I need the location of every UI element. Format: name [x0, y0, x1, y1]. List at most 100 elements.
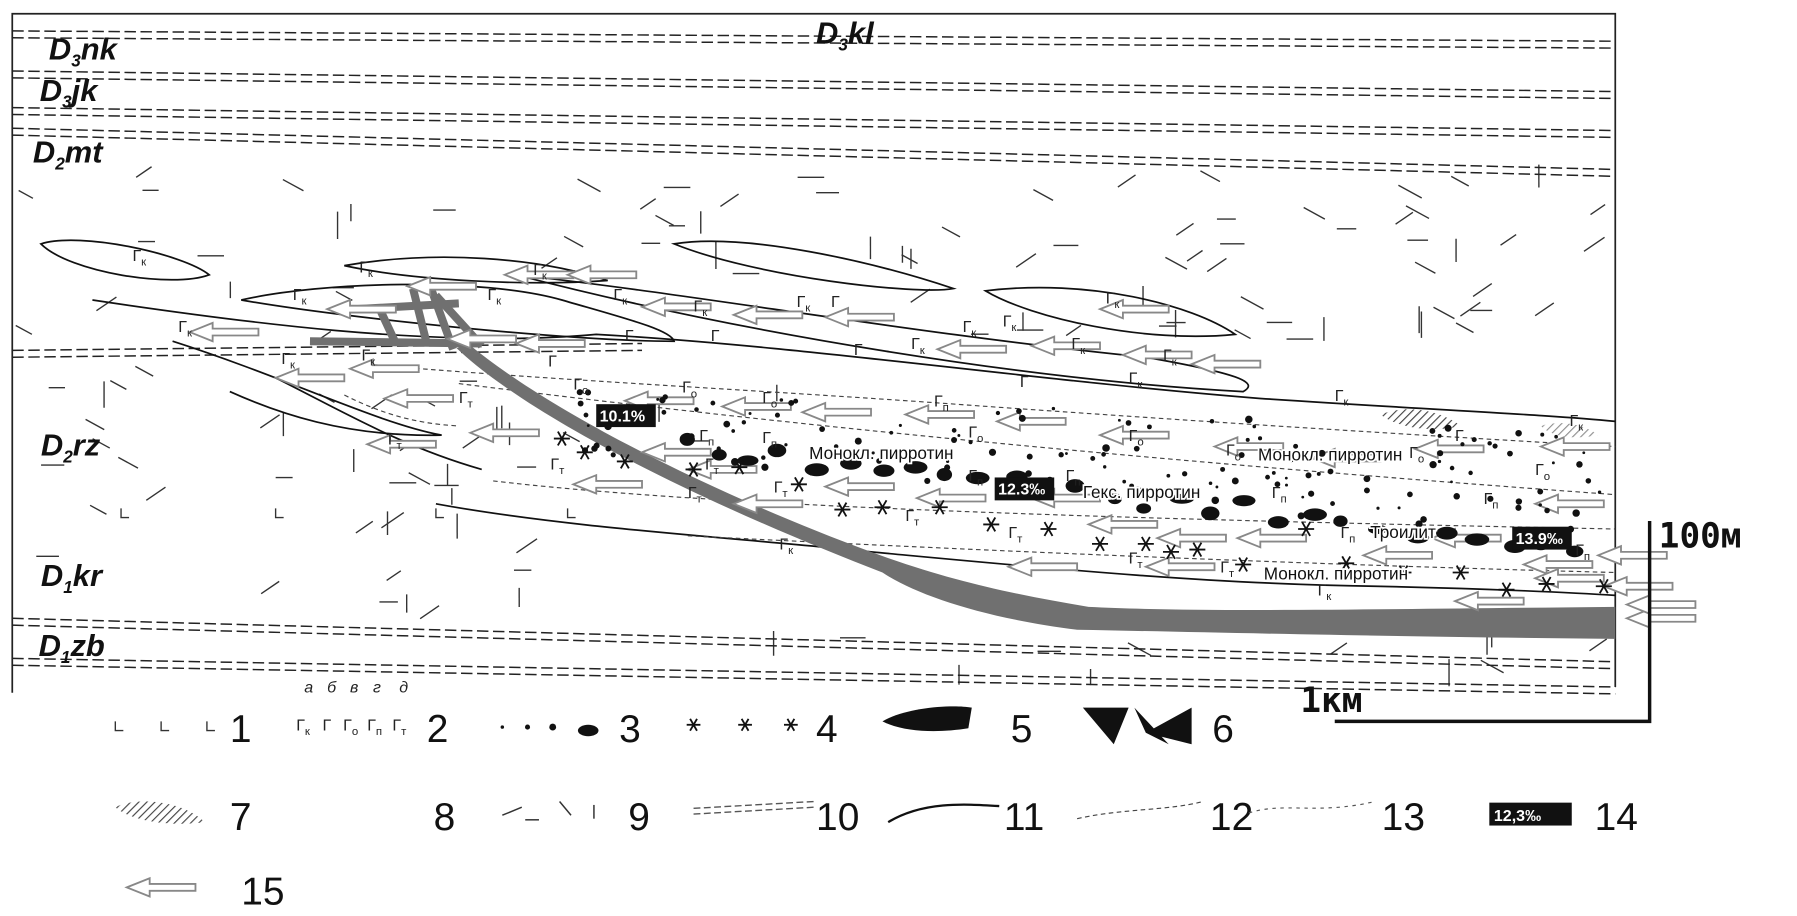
volcanic-dash [942, 227, 960, 237]
formation-label: D1zb [39, 628, 105, 667]
rock-subscript: т [914, 517, 920, 529]
formation-base: D [39, 628, 61, 663]
legend-massive-ore [882, 706, 971, 731]
sulfide-dot [1147, 424, 1152, 429]
volcanic-dash [1033, 190, 1053, 201]
rock-subscript: о [977, 433, 983, 445]
formation-base: D [41, 428, 63, 463]
rock-subscript: к [368, 268, 374, 280]
basalt-mark [121, 508, 129, 517]
rock-letter: Г [1318, 581, 1327, 599]
sulfide-dot [1538, 503, 1541, 506]
rock-letter: Г [1129, 427, 1138, 445]
legend: 1абвгдГкГГоГпГт234567891011121312,3‰1415 [115, 679, 1638, 914]
rock-symbol: Гт [392, 717, 407, 739]
flow-arrow [1008, 558, 1077, 576]
rock-letter: Г [905, 507, 914, 525]
sulfide-drop [873, 465, 894, 477]
rock-letter: Г [1484, 490, 1493, 508]
volcanic-dash [1066, 325, 1081, 335]
flow-arrow [1598, 546, 1667, 564]
formation-base: D [49, 32, 71, 67]
legend-boundary [694, 807, 814, 814]
sulfide-dot [1540, 433, 1544, 437]
rock-letter: Г [625, 327, 634, 345]
sulfide-dot [899, 424, 902, 427]
volcanic-dash [136, 167, 151, 178]
sulfide-dot [611, 452, 616, 457]
flow-arrow [997, 412, 1066, 430]
rock-letter: Г [963, 318, 972, 336]
rock-subscript: п [1280, 494, 1286, 506]
flow-arrow [1237, 529, 1306, 547]
sulfide-dot [1507, 451, 1513, 457]
volcanic-dash [902, 255, 918, 264]
sulfide-dot [989, 449, 996, 456]
volcanic-dash [1200, 171, 1220, 182]
rock-letter: Г [533, 261, 542, 279]
rock-symbol: Гп [1272, 484, 1287, 506]
sulfide-dot [731, 429, 735, 433]
rock-symbol: Гп [367, 717, 382, 739]
volcanic-dash [578, 179, 601, 192]
volcanic-dash [1456, 323, 1473, 333]
mineral-label: Монокл. пирротин [809, 443, 953, 463]
flow-arrow [127, 878, 196, 896]
sulfide-drop [1465, 533, 1490, 545]
rock-letter: Г [1020, 373, 1029, 391]
rock-subscript: т [397, 440, 403, 452]
sulfide-dot [889, 431, 893, 435]
sulfide-dot [1308, 491, 1314, 497]
volcanic-dash [1016, 254, 1036, 268]
sulfide-dot [749, 412, 752, 415]
sulfide-dot [578, 401, 584, 407]
sulfide-dot [1445, 425, 1452, 432]
sulfide-dot [584, 413, 589, 418]
formation-index: 3 [71, 50, 81, 70]
volcanic-dash [1187, 251, 1202, 262]
rock-letter: Г [293, 286, 302, 304]
sulfide-dot [1438, 460, 1441, 463]
geological-section: ГкГкГкГкГкГкГкГГГкГкГкГкГкГкГкГкГкГГкГкГ… [0, 0, 1797, 916]
rock-symbol: Гк [1163, 347, 1178, 369]
sulfide-drop [712, 449, 727, 460]
sulfide-dot [1118, 419, 1121, 422]
sulfide-dot [1515, 430, 1522, 437]
sulfide-dot [1265, 475, 1270, 480]
rock-letter: Г [1340, 524, 1349, 542]
rock-subscript: т [697, 494, 703, 506]
volcanic-dash [655, 215, 673, 225]
volcanic-dash [720, 194, 738, 206]
rock-symbol: Г [323, 717, 332, 735]
flow-arrow [937, 340, 1006, 358]
sulfide-dot [1552, 461, 1555, 464]
volcanic-dash [516, 539, 537, 553]
formation-code: zb [69, 628, 104, 663]
formation-base: D [33, 135, 55, 170]
sulfide-dot [659, 397, 665, 403]
rock-letter: Г [831, 293, 840, 311]
formation-base: D [40, 73, 62, 108]
volcanic-dash [283, 180, 304, 191]
volcanic-dash [1584, 237, 1605, 251]
rock-symbol: Г [1020, 373, 1029, 391]
volcanic-dash [336, 291, 352, 300]
sulfide-dot [1468, 471, 1472, 475]
sulfide-dot [591, 445, 597, 451]
flow-arrow [1627, 609, 1696, 627]
rock-subscript: п [376, 726, 382, 738]
rock-subscript: к [1343, 396, 1349, 408]
formation-code: nk [81, 32, 119, 67]
legend-hatch [115, 801, 204, 823]
basalt-mark [436, 508, 444, 517]
volcanic-dash [118, 457, 138, 468]
rock-letter: Г [361, 347, 370, 365]
sulfide-dot [1220, 467, 1225, 472]
legend-number: 6 [1212, 708, 1234, 751]
rock-symbol: Гт [774, 478, 789, 500]
rock-symbol: Гп [968, 467, 983, 489]
sulfide-dot [1598, 491, 1601, 494]
volcanic-dash [1451, 176, 1469, 186]
rock-letter: Г [1008, 524, 1017, 542]
rock-subscript: к [496, 296, 502, 308]
